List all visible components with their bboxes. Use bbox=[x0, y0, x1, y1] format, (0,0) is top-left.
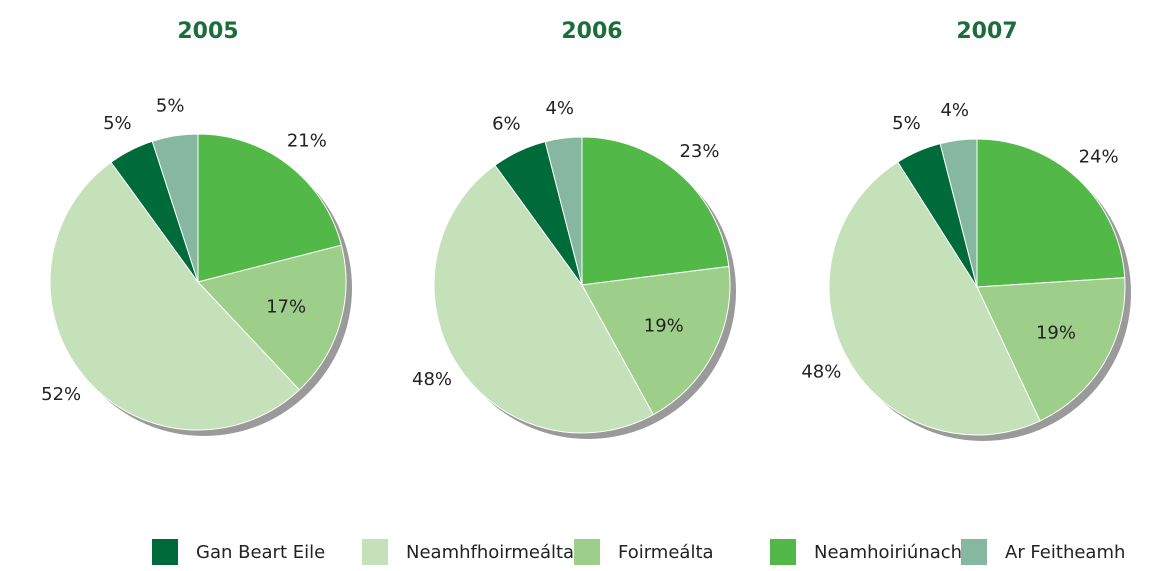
data-label: 19% bbox=[1036, 323, 1076, 344]
legend-swatch bbox=[961, 539, 987, 565]
chart-title: 2007 bbox=[956, 19, 1017, 44]
data-label: 19% bbox=[644, 316, 684, 337]
legend-label: Neamhfhoirmeálta bbox=[406, 542, 574, 563]
pie-slice bbox=[151, 133, 199, 283]
pie-slice bbox=[581, 136, 730, 286]
legend-swatch bbox=[574, 539, 600, 565]
data-label: 48% bbox=[412, 369, 452, 390]
legend-label: Foirmeálta bbox=[618, 542, 714, 563]
data-label: 5% bbox=[156, 96, 185, 117]
pie-slice bbox=[976, 138, 1126, 288]
data-label: 4% bbox=[940, 100, 969, 121]
legend-swatch bbox=[152, 539, 178, 565]
data-label: 21% bbox=[287, 131, 327, 152]
data-label: 5% bbox=[892, 113, 921, 134]
pie-slice bbox=[49, 161, 301, 431]
pie-slice bbox=[197, 244, 347, 391]
data-label: 48% bbox=[801, 362, 841, 383]
pie-slice bbox=[939, 138, 978, 288]
data-label: 6% bbox=[492, 113, 521, 134]
pie-slice bbox=[197, 133, 342, 283]
pie-slice bbox=[828, 161, 1041, 436]
legend-label: Neamhoiriúnach bbox=[814, 542, 962, 563]
pie-slice bbox=[581, 265, 731, 416]
data-label: 24% bbox=[1079, 147, 1119, 168]
data-label: 17% bbox=[266, 297, 306, 318]
pie-slice bbox=[544, 136, 583, 286]
legend-swatch bbox=[770, 539, 796, 565]
data-label: 52% bbox=[41, 384, 81, 405]
chart-title: 2006 bbox=[561, 19, 622, 44]
legend-label: Gan Beart Eile bbox=[196, 542, 325, 563]
legend-swatch bbox=[362, 539, 388, 565]
legend-label: Ar Feitheamh bbox=[1005, 542, 1125, 563]
chart-title: 2005 bbox=[177, 19, 238, 44]
pie-slice bbox=[433, 164, 654, 434]
data-label: 4% bbox=[545, 98, 574, 119]
pie-slice bbox=[976, 277, 1126, 422]
data-label: 5% bbox=[103, 113, 132, 134]
data-label: 23% bbox=[679, 141, 719, 162]
